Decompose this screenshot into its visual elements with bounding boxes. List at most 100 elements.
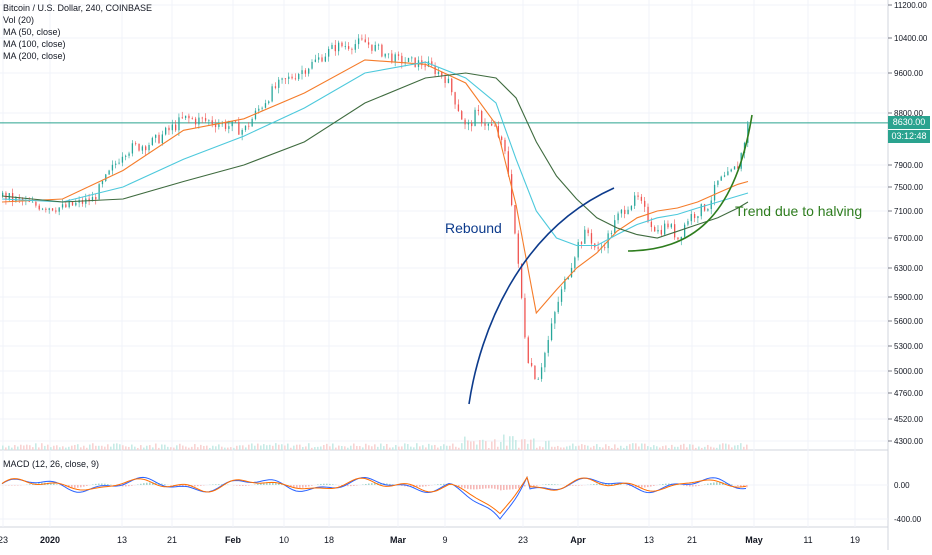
macd-histogram-bar bbox=[491, 485, 493, 488]
candle-body bbox=[301, 70, 302, 74]
candle-body bbox=[721, 177, 722, 181]
volume-bar bbox=[278, 445, 280, 450]
candle-body bbox=[631, 206, 632, 210]
candle-body bbox=[604, 247, 605, 248]
candle-body bbox=[281, 78, 282, 79]
candle-body bbox=[358, 38, 359, 44]
candle-body bbox=[371, 45, 372, 51]
volume-bar bbox=[575, 446, 577, 450]
macd-histogram-bar bbox=[653, 485, 655, 486]
macd-histogram-bar bbox=[665, 484, 667, 485]
macd-histogram-bar bbox=[425, 485, 427, 486]
candle-body bbox=[504, 140, 505, 151]
candle-body bbox=[684, 225, 685, 237]
volume-bar bbox=[683, 444, 685, 450]
volume-bar bbox=[185, 447, 187, 450]
macd-histogram-bar bbox=[554, 484, 556, 485]
macd-histogram-bar bbox=[200, 485, 202, 486]
macd-histogram-bar bbox=[746, 485, 748, 487]
candle-body bbox=[697, 216, 698, 218]
volume-bar bbox=[542, 447, 544, 450]
volume-bar bbox=[137, 448, 139, 450]
volume-bar bbox=[194, 444, 196, 450]
volume-bar bbox=[221, 447, 223, 450]
candle-body bbox=[341, 43, 342, 47]
candle-body bbox=[727, 171, 728, 175]
time-tick-label: Feb bbox=[225, 535, 242, 545]
candle-body bbox=[584, 230, 585, 244]
macd-histogram-bar bbox=[131, 485, 133, 486]
volume-bar bbox=[719, 444, 721, 450]
volume-bar bbox=[191, 447, 193, 450]
volume-bar bbox=[551, 447, 553, 450]
macd-histogram-bar bbox=[164, 484, 166, 485]
time-tick-label: 21 bbox=[167, 535, 177, 545]
macd-histogram-bar bbox=[473, 485, 475, 489]
volume-bar bbox=[176, 445, 178, 450]
volume-bar bbox=[281, 444, 283, 450]
macd-histogram-bar bbox=[236, 485, 238, 486]
macd-histogram-bar bbox=[596, 484, 598, 485]
candle-body bbox=[255, 111, 256, 119]
volume-bar bbox=[464, 437, 466, 450]
volume-bar bbox=[227, 448, 229, 450]
volume-bar bbox=[233, 448, 235, 450]
volume-bar bbox=[257, 444, 259, 450]
macd-histogram-bar bbox=[506, 485, 508, 490]
volume-bar bbox=[428, 444, 430, 450]
volume-bar bbox=[269, 445, 271, 450]
volume-bar bbox=[128, 447, 130, 450]
volume-bar bbox=[212, 446, 214, 450]
candle-body bbox=[132, 143, 133, 153]
volume-bar bbox=[215, 446, 217, 450]
macd-histogram-bar bbox=[470, 485, 472, 489]
volume-bar bbox=[695, 448, 697, 450]
volume-bar bbox=[698, 447, 700, 450]
macd-histogram-bar bbox=[620, 484, 622, 485]
candle-body bbox=[558, 302, 559, 312]
volume-bar bbox=[161, 444, 163, 450]
candle-body bbox=[538, 379, 539, 380]
volume-bar bbox=[305, 446, 307, 450]
candle-body bbox=[168, 128, 169, 130]
candle-body bbox=[597, 247, 598, 248]
candle-body bbox=[471, 123, 472, 126]
volume-bar bbox=[623, 448, 625, 450]
volume-bar bbox=[95, 446, 97, 450]
volume-bar bbox=[431, 445, 433, 450]
macd-histogram-bar bbox=[257, 484, 259, 485]
volume-bar bbox=[362, 447, 364, 450]
candle-body bbox=[205, 118, 206, 121]
macd-histogram-bar bbox=[80, 485, 82, 487]
volume-bar bbox=[410, 447, 412, 450]
volume-bar bbox=[392, 447, 394, 450]
volume-bar bbox=[167, 447, 169, 450]
volume-bar bbox=[737, 445, 739, 450]
volume-bar bbox=[308, 443, 310, 450]
volume-bar bbox=[344, 446, 346, 450]
candle-body bbox=[128, 153, 129, 155]
macd-histogram-bar bbox=[707, 484, 709, 485]
candle-body bbox=[238, 122, 239, 135]
macd-histogram-bar bbox=[326, 484, 328, 485]
candle-body bbox=[484, 123, 485, 125]
price-tick-label: 7100.00 bbox=[894, 207, 923, 216]
volume-bar bbox=[665, 445, 667, 450]
macd-histogram-bar bbox=[440, 484, 442, 485]
price-tick-label: 11200.00 bbox=[894, 1, 927, 10]
candle-body bbox=[311, 62, 312, 69]
volume-bar bbox=[617, 448, 619, 450]
volume-bar bbox=[386, 444, 388, 450]
macd-histogram-bar bbox=[419, 485, 421, 487]
candle-body bbox=[182, 117, 183, 118]
candle-body bbox=[501, 137, 502, 140]
volume-bar bbox=[149, 445, 151, 450]
volume-bar bbox=[59, 447, 61, 450]
volume-bar bbox=[470, 442, 472, 450]
volume-bar bbox=[341, 446, 343, 450]
volume-bar bbox=[323, 445, 325, 450]
candle-body bbox=[308, 69, 309, 74]
price-tick-label: 5300.00 bbox=[894, 342, 923, 351]
